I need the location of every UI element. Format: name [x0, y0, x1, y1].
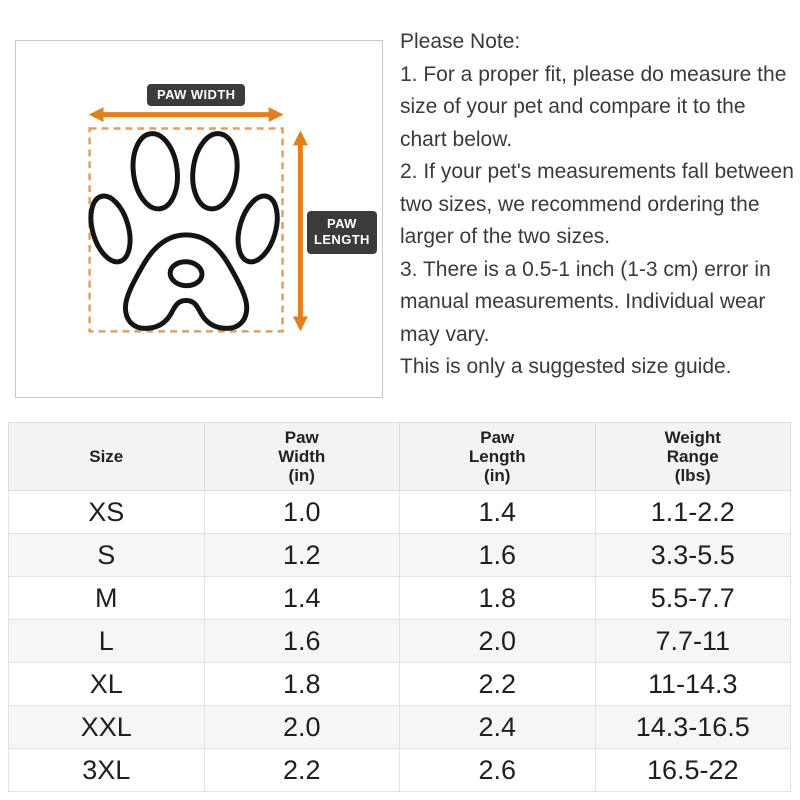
paw-diagram-graphic: [88, 107, 308, 333]
table-row: L 1.6 2.0 7.7-11: [8, 619, 791, 663]
notes-title: Please Note:: [400, 30, 521, 53]
cell-size: XXL: [8, 705, 205, 749]
cell-weight-range: 7.7-11: [594, 619, 791, 663]
notes-section: Please Note: 1. For a proper fit, please…: [400, 26, 796, 384]
note-item-3: 3. There is a 0.5-1 inch (1-3 cm) error …: [400, 257, 771, 346]
cell-weight-range: 11-14.3: [594, 662, 791, 706]
cell-paw-width: 1.8: [203, 662, 400, 706]
cell-size: XL: [8, 662, 205, 706]
cell-size: 3XL: [8, 748, 205, 792]
table-row: XS 1.0 1.4 1.1-2.2: [8, 490, 791, 534]
table-row: S 1.2 1.6 3.3-5.5: [8, 533, 791, 577]
column-header-size: Size: [8, 422, 205, 491]
cell-size: XS: [8, 490, 205, 534]
note-item-2: 2. If your pet's measurements fall betwe…: [400, 160, 794, 248]
table-row: XL 1.8 2.2 11-14.3: [8, 662, 791, 706]
cell-paw-width: 2.2: [203, 748, 400, 792]
paw-width-label: PAW WIDTH: [147, 84, 246, 106]
cell-paw-length: 2.4: [399, 705, 596, 749]
size-chart-body: XS 1.0 1.4 1.1-2.2 S 1.2 1.6 3.3-5.5 M 1…: [8, 490, 791, 792]
cell-paw-length: 1.6: [399, 533, 596, 577]
column-header-paw-width: Paw Width (in): [203, 422, 400, 491]
cell-paw-length: 2.2: [399, 662, 596, 706]
table-row: XXL 2.0 2.4 14.3-16.5: [8, 705, 791, 749]
cell-size: S: [8, 533, 205, 577]
cell-size: M: [8, 576, 205, 620]
notes-footer: This is only a suggested size guide.: [400, 355, 732, 378]
column-header-weight-range: Weight Range (lbs): [594, 422, 791, 491]
paw-print-icon: [88, 131, 280, 331]
cell-weight-range: 1.1-2.2: [594, 490, 791, 534]
cell-weight-range: 3.3-5.5: [594, 533, 791, 577]
table-row: 3XL 2.2 2.6 16.5-22: [8, 748, 791, 792]
cell-paw-width: 1.6: [203, 619, 400, 663]
cell-weight-range: 5.5-7.7: [594, 576, 791, 620]
cell-paw-length: 2.6: [399, 748, 596, 792]
column-header-paw-length: Paw Length (in): [399, 422, 596, 491]
paw-length-arrow-icon: [292, 130, 308, 332]
cell-paw-width: 2.0: [203, 705, 400, 749]
cell-paw-length: 1.4: [399, 490, 596, 534]
paw-width-arrow-icon: [88, 107, 284, 123]
cell-paw-length: 2.0: [399, 619, 596, 663]
cell-paw-length: 1.8: [399, 576, 596, 620]
paw-measurement-diagram: PAW WIDTH PAW LENGTH: [15, 40, 383, 398]
size-chart-header: Size Paw Width (in) Paw Length (in) Weig…: [8, 422, 791, 491]
paw-length-label: PAW LENGTH: [307, 211, 377, 254]
cell-paw-width: 1.2: [203, 533, 400, 577]
cell-paw-width: 1.0: [203, 490, 400, 534]
cell-paw-width: 1.4: [203, 576, 400, 620]
cell-weight-range: 16.5-22: [594, 748, 791, 792]
cell-weight-range: 14.3-16.5: [594, 705, 791, 749]
cell-size: L: [8, 619, 205, 663]
table-row: M 1.4 1.8 5.5-7.7: [8, 576, 791, 620]
header-row: Size Paw Width (in) Paw Length (in) Weig…: [8, 422, 791, 491]
dashed-measure-box: [88, 127, 284, 333]
note-item-1: 1. For a proper fit, please do measure t…: [400, 62, 787, 151]
size-chart-table: Size Paw Width (in) Paw Length (in) Weig…: [8, 422, 791, 792]
